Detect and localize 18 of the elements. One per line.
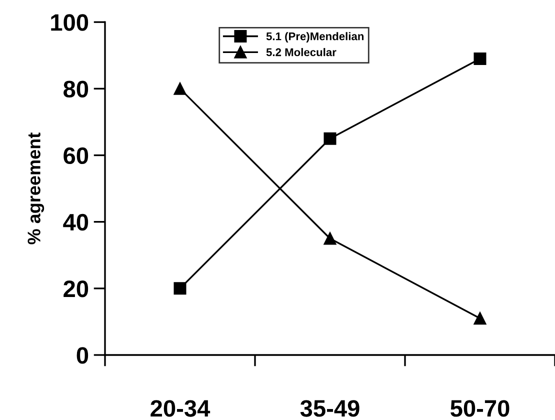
point xyxy=(324,132,336,145)
y-tick-label: 80 xyxy=(64,80,88,98)
point xyxy=(474,52,486,65)
point xyxy=(474,312,486,325)
y-tick-label: 40 xyxy=(63,214,88,231)
x-tick-label: 20-34 xyxy=(150,400,210,417)
y-tick-label: 20 xyxy=(64,280,88,298)
x-tick-label: 50-70 xyxy=(450,400,510,417)
y-tick-label: 0 xyxy=(76,347,88,364)
y-axis-title: % agreement xyxy=(28,132,44,244)
legend-label: 5.1 (Pre)Mendelian xyxy=(266,32,364,42)
y-tick-label: 100 xyxy=(51,14,88,31)
point xyxy=(324,232,336,245)
legend-label: 5.2 Molecular xyxy=(266,48,336,56)
point xyxy=(174,282,186,295)
y-tick-label: 60 xyxy=(64,147,88,164)
point xyxy=(174,82,186,95)
x-tick-label: 35-49 xyxy=(300,400,360,417)
